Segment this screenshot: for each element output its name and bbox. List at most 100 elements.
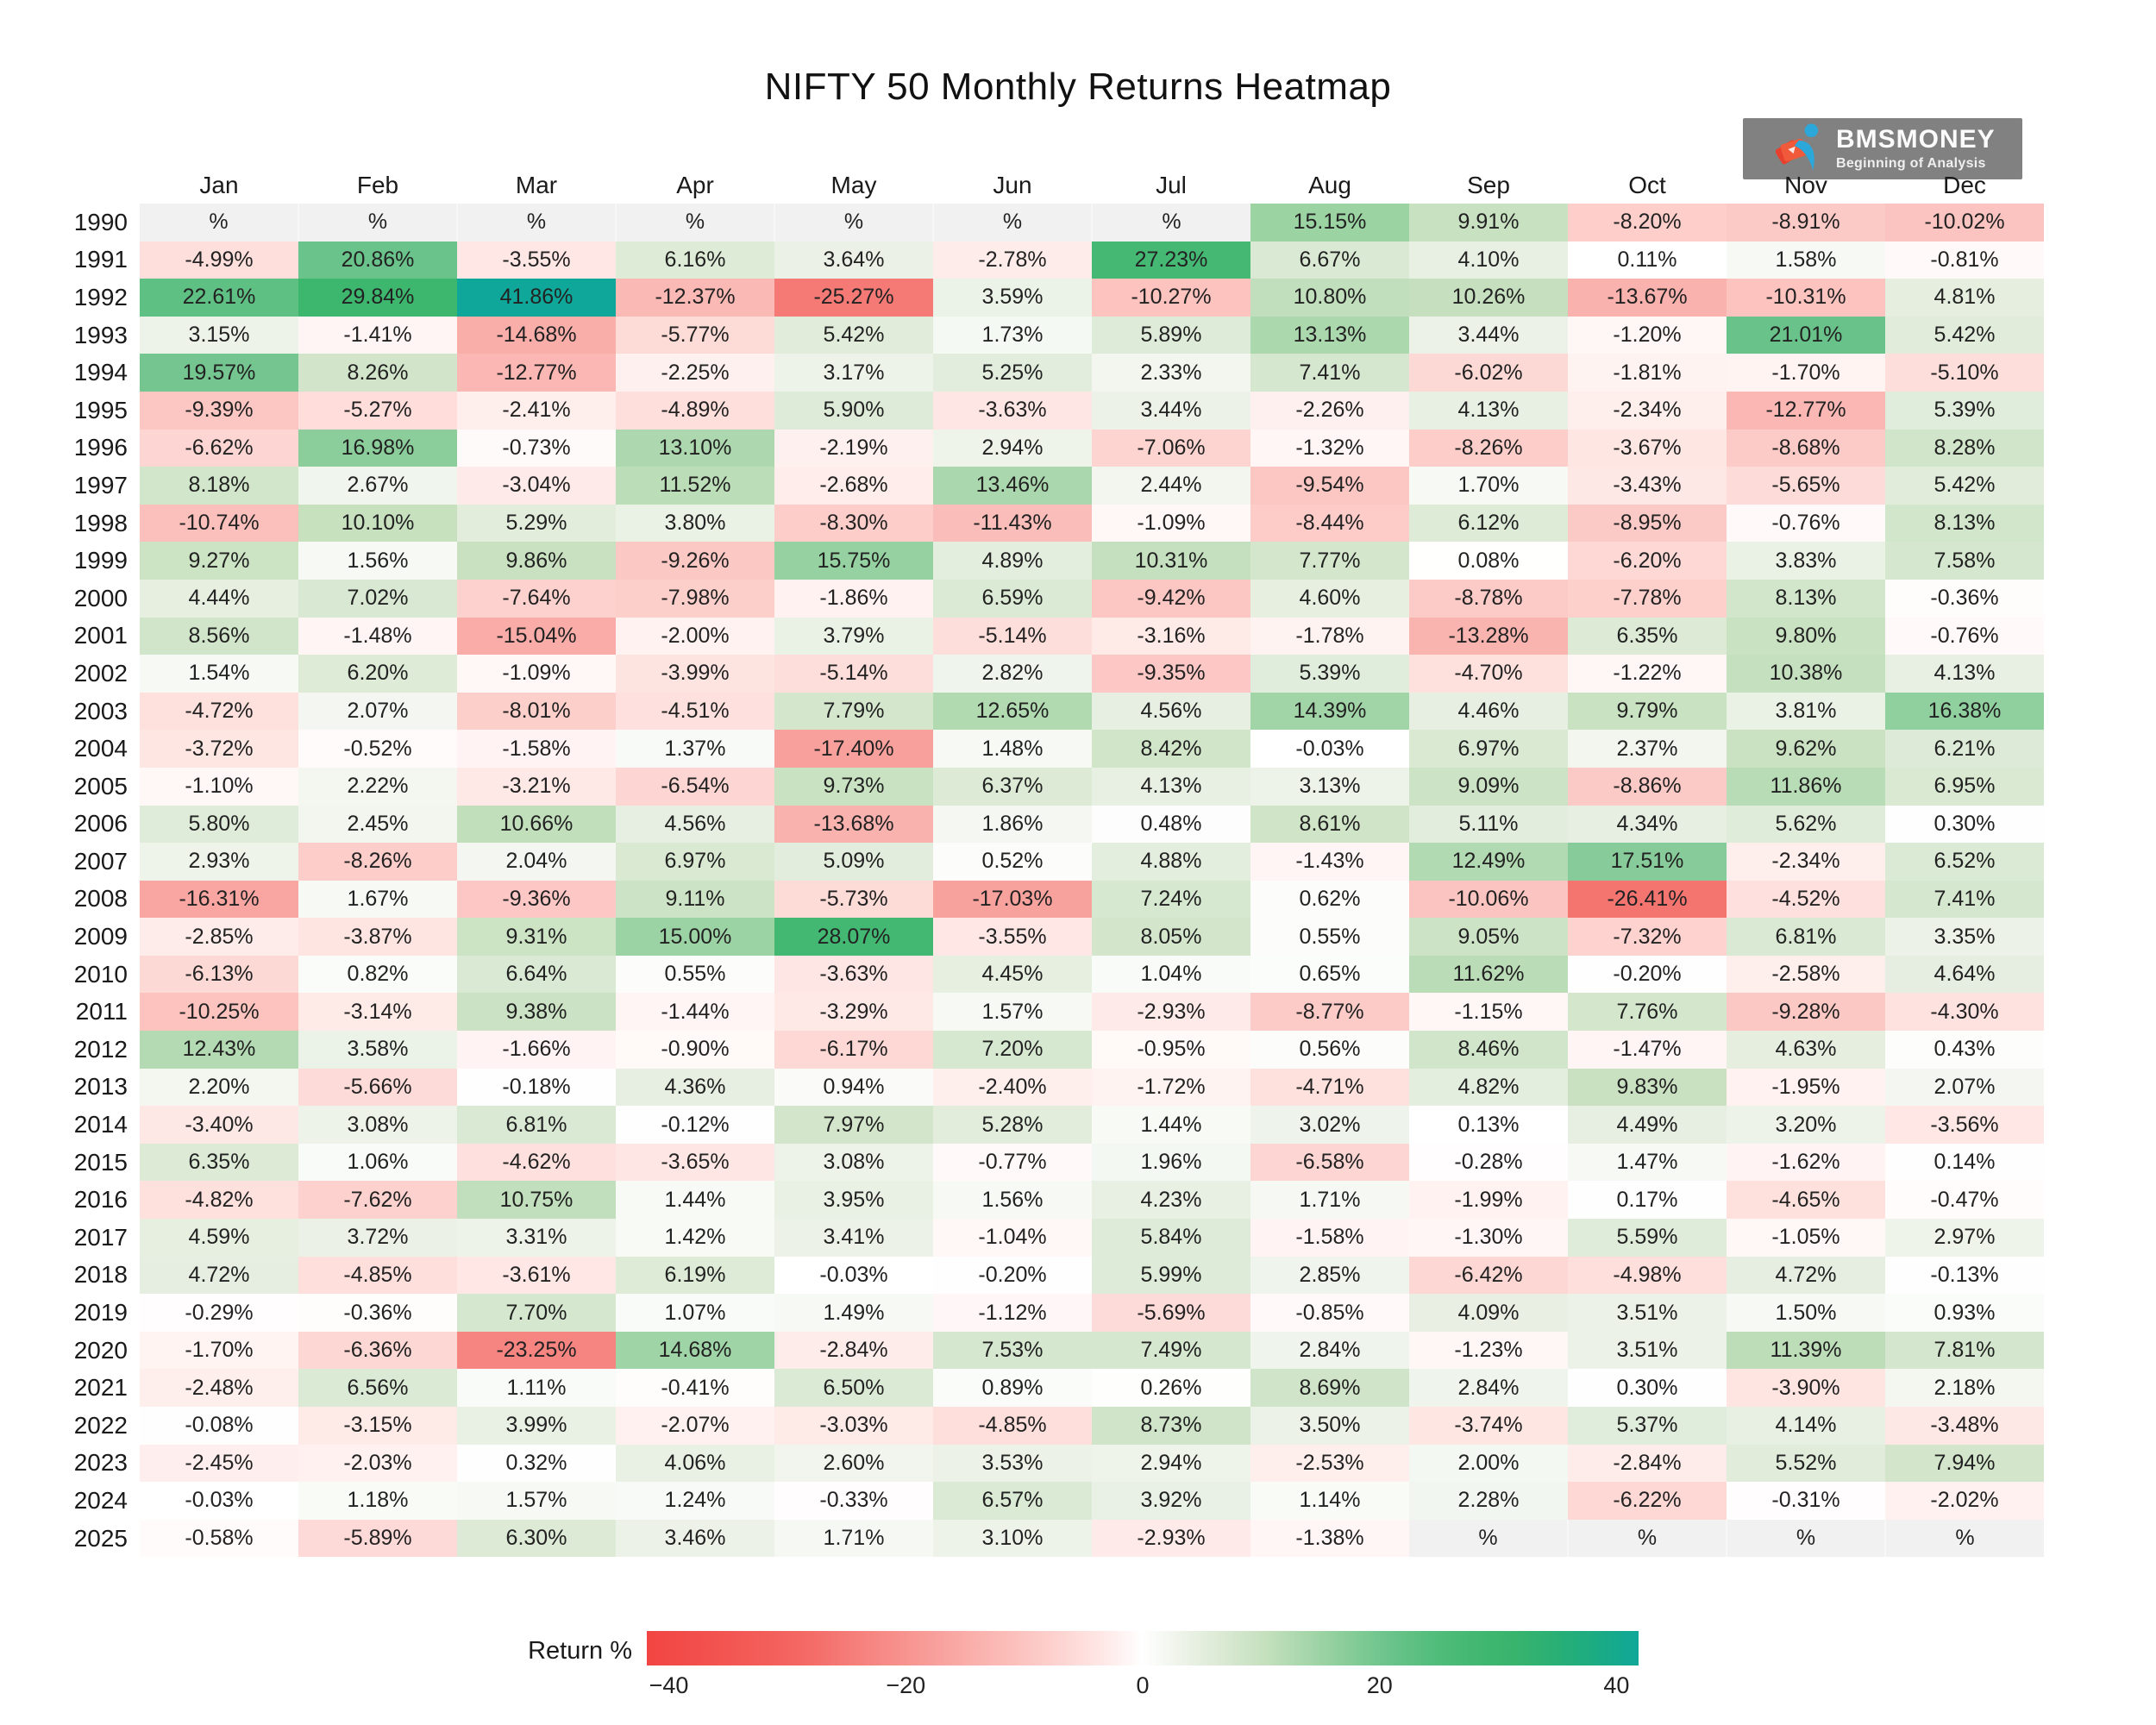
heatmap-cell: 12.65% xyxy=(933,692,1092,731)
heatmap-cell: -1.70% xyxy=(1727,354,1885,392)
heatmap-cell: -6.20% xyxy=(1568,542,1727,580)
heatmap-cell: -3.72% xyxy=(140,730,298,768)
table-row: 1990%%%%%%% 15.15% 9.91% -8.20% -8.91% -10.02… xyxy=(48,204,2044,242)
month-header: Dec xyxy=(1943,172,1986,198)
heatmap-cell: 4.23% xyxy=(1092,1181,1250,1220)
heatmap-cell: -2.26% xyxy=(1250,391,1409,430)
heatmap-cell: -9.39% xyxy=(140,391,298,430)
heatmap-cell: 7.77% xyxy=(1250,542,1409,580)
logo-text: BMSMONEY Beginning of Analysis xyxy=(1836,127,1996,171)
heatmap-cell: 11.39% xyxy=(1727,1331,1885,1370)
heatmap-cell: -4.51% xyxy=(616,692,774,731)
table-row: 1991 -4.99% 20.86% -3.55% 6.16% 3.64% -2.78% 27… xyxy=(48,241,2044,279)
heatmap-cell: 3.51% xyxy=(1568,1331,1727,1370)
heatmap-cell: -3.43% xyxy=(1568,467,1727,505)
heatmap-cell: 3.83% xyxy=(1727,542,1885,580)
year-label: 2012 xyxy=(73,1035,128,1063)
heatmap-cell: -8.44% xyxy=(1250,504,1409,543)
month-header: Nov xyxy=(1784,172,1827,198)
heatmap-cell: 5.28% xyxy=(933,1106,1092,1144)
heatmap-cell: 3.08% xyxy=(298,1106,457,1144)
heatmap-cell: 4.09% xyxy=(1409,1294,1568,1332)
heatmap-cell: -0.31% xyxy=(1727,1482,1885,1520)
heatmap-cell: -3.61% xyxy=(457,1256,616,1295)
heatmap-cell: 0.08% xyxy=(1409,542,1568,580)
year-label: 2014 xyxy=(73,1111,128,1138)
heatmap-cell: 1.24% xyxy=(616,1482,774,1520)
year-label: 2019 xyxy=(73,1299,128,1327)
heatmap-cell: 10.38% xyxy=(1727,655,1885,693)
heatmap-cell: 4.56% xyxy=(616,805,774,844)
heatmap-cell: 5.42% xyxy=(1885,467,2044,505)
heatmap-cell: 27.23% xyxy=(1092,241,1250,279)
heatmap-cell: -9.35% xyxy=(1092,655,1250,693)
heatmap-cell: 11.62% xyxy=(1409,955,1568,994)
heatmap-cell: 6.20% xyxy=(298,655,457,693)
heatmap-cell: 1.57% xyxy=(457,1482,616,1520)
heatmap-cell: -0.95% xyxy=(1092,1031,1250,1069)
month-header: Jan xyxy=(199,172,239,198)
heatmap-cell: 6.12% xyxy=(1409,504,1568,543)
heatmap-cell: % xyxy=(456,204,616,242)
heatmap-cell: 9.91% xyxy=(1409,204,1568,242)
table-row: 1994 19.57% 8.26% -12.77% -2.25% 3.17% 5.25% 2.… xyxy=(48,354,2044,392)
heatmap-cell: -0.20% xyxy=(933,1256,1092,1295)
heatmap-cell: 8.18% xyxy=(140,467,298,505)
heatmap-cell: 1.54% xyxy=(140,655,298,693)
heatmap-cell: 6.30% xyxy=(457,1519,616,1558)
colorbar-tick: −20 xyxy=(886,1672,926,1698)
table-row: 2006 5.80% 2.45% 10.66% 4.56% -13.68% 1.86% 0.4… xyxy=(48,805,2044,844)
year-label: 2001 xyxy=(73,622,128,649)
heatmap-cell: 3.13% xyxy=(1250,767,1409,806)
heatmap-cell: 5.37% xyxy=(1568,1407,1727,1445)
heatmap-cell: 2.94% xyxy=(1092,1444,1250,1483)
heatmap-cell: 4.56% xyxy=(1092,692,1250,731)
heatmap-cell: -3.48% xyxy=(1885,1407,2044,1445)
heatmap-cell: -1.15% xyxy=(1409,993,1568,1032)
heatmap-cell: -7.32% xyxy=(1568,918,1727,956)
heatmap-cell: -0.85% xyxy=(1250,1294,1409,1332)
heatmap-cell: -17.03% xyxy=(933,880,1092,919)
heatmap-cell: -2.25% xyxy=(616,354,774,392)
year-label: 2003 xyxy=(73,697,128,724)
heatmap-cell: 5.80% xyxy=(140,805,298,844)
heatmap-cell: -6.58% xyxy=(1250,1143,1409,1182)
heatmap-cell: -14.68% xyxy=(457,316,616,354)
heatmap-cell: 6.21% xyxy=(1885,730,2044,768)
year-label: 2006 xyxy=(73,810,128,837)
heatmap-cell: -6.42% xyxy=(1409,1256,1568,1295)
year-label: 2018 xyxy=(73,1261,128,1289)
heatmap-cell: -3.04% xyxy=(457,467,616,505)
heatmap-cell: 0.17% xyxy=(1568,1181,1727,1220)
heatmap-cell: -2.78% xyxy=(933,241,1092,279)
month-header: Apr xyxy=(676,172,714,198)
heatmap-cell: 4.46% xyxy=(1409,692,1568,731)
heatmap-cell: -3.03% xyxy=(774,1407,933,1445)
heatmap-cell: -0.58% xyxy=(140,1519,298,1558)
heatmap-cell: 5.42% xyxy=(1885,316,2044,354)
month-header-row: Jan Feb Mar Apr May Jun Jul Aug Sep Oct Nov Dec xyxy=(48,167,2044,204)
heatmap-cell: 2.44% xyxy=(1092,467,1250,505)
heatmap-cell: 1.06% xyxy=(298,1143,457,1182)
heatmap-cell: -2.84% xyxy=(774,1331,933,1370)
heatmap-cell: -9.36% xyxy=(457,880,616,919)
heatmap-cell: -10.27% xyxy=(1092,279,1250,317)
heatmap-cell: 7.70% xyxy=(457,1294,616,1332)
heatmap-cell: 9.62% xyxy=(1727,730,1885,768)
table-row: 2023 -2.45% -2.03% 0.32% 4.06% 2.60% 3.53% 2.94… xyxy=(48,1444,2044,1483)
heatmap-cell: 15.00% xyxy=(616,918,774,956)
heatmap-cell: -4.82% xyxy=(140,1181,298,1220)
table-row: 2016 -4.82% -7.62% 10.75% 1.44% 3.95% 1.56% 4.2… xyxy=(48,1181,2044,1220)
heatmap-cell: -0.77% xyxy=(933,1143,1092,1182)
logo-title: BMSMONEY xyxy=(1836,125,1996,154)
heatmap-cell: 3.02% xyxy=(1250,1106,1409,1144)
colorbar-label: Return % xyxy=(528,1637,632,1665)
heatmap-cell: 3.80% xyxy=(616,504,774,543)
heatmap-cell: 1.14% xyxy=(1250,1482,1409,1520)
heatmap-cell: 7.94% xyxy=(1885,1444,2044,1483)
heatmap-cell: 0.32% xyxy=(457,1444,616,1483)
heatmap-cell: 3.79% xyxy=(774,617,933,656)
heatmap-cell: 1.07% xyxy=(616,1294,774,1332)
heatmap-cell: -4.72% xyxy=(140,692,298,731)
heatmap-cell: -2.58% xyxy=(1727,955,1885,994)
